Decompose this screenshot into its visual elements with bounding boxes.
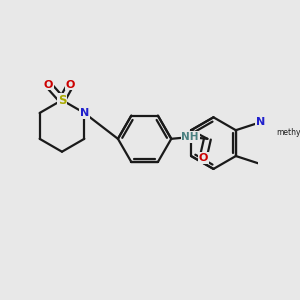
- Text: methyl: methyl: [276, 128, 300, 137]
- Text: S: S: [58, 94, 66, 106]
- Text: NH: NH: [182, 132, 199, 142]
- Text: N: N: [80, 108, 89, 118]
- Text: O: O: [199, 153, 208, 163]
- Text: O: O: [66, 80, 75, 90]
- Text: N: N: [256, 117, 265, 127]
- Text: O: O: [44, 80, 53, 90]
